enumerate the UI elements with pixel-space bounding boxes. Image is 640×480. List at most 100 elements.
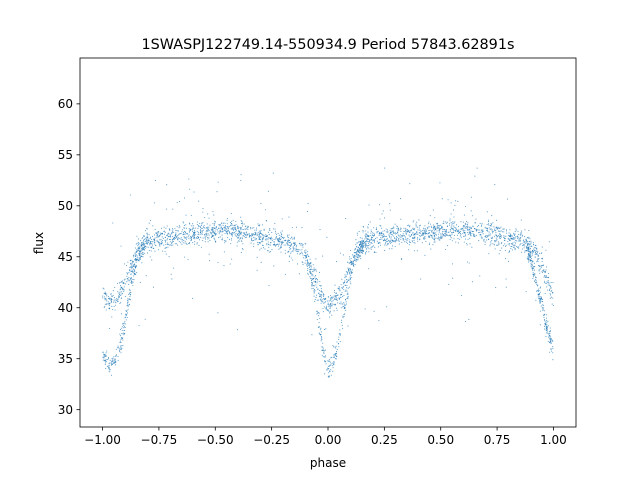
data-point bbox=[401, 241, 403, 243]
data-point bbox=[103, 357, 105, 359]
data-point bbox=[183, 224, 185, 226]
data-point bbox=[328, 376, 330, 378]
data-point bbox=[346, 282, 348, 284]
data-point bbox=[118, 292, 120, 294]
data-point bbox=[486, 237, 488, 239]
data-point bbox=[525, 242, 527, 244]
data-point bbox=[367, 235, 370, 237]
data-point bbox=[188, 234, 190, 236]
data-point bbox=[140, 243, 142, 245]
data-point bbox=[194, 238, 196, 240]
data-point bbox=[546, 325, 548, 327]
data-point bbox=[171, 232, 173, 234]
data-point bbox=[537, 288, 540, 290]
data-point bbox=[334, 298, 337, 300]
data-point bbox=[267, 190, 270, 192]
data-point bbox=[121, 345, 123, 347]
data-point bbox=[422, 234, 424, 236]
data-point bbox=[236, 329, 238, 331]
data-point bbox=[534, 276, 537, 278]
data-point bbox=[407, 229, 409, 231]
data-point bbox=[468, 262, 470, 264]
x-tick-label: 0.75 bbox=[484, 433, 511, 447]
data-point bbox=[177, 237, 179, 239]
data-point bbox=[244, 233, 246, 235]
data-point bbox=[542, 269, 544, 272]
data-point bbox=[174, 235, 176, 237]
data-point bbox=[546, 327, 549, 329]
data-point bbox=[539, 293, 541, 295]
data-point bbox=[537, 293, 539, 295]
data-point bbox=[349, 267, 351, 269]
data-point bbox=[138, 325, 140, 327]
data-point bbox=[144, 247, 146, 249]
data-point bbox=[201, 231, 203, 233]
data-point bbox=[203, 226, 205, 228]
data-point bbox=[346, 298, 348, 300]
data-point bbox=[221, 227, 223, 229]
data-point bbox=[184, 230, 186, 232]
data-point bbox=[336, 309, 338, 311]
data-point bbox=[415, 226, 417, 228]
data-point bbox=[202, 211, 204, 213]
data-point bbox=[204, 238, 207, 240]
data-point bbox=[424, 254, 426, 256]
data-point bbox=[380, 234, 382, 236]
data-point bbox=[205, 231, 207, 233]
data-point bbox=[464, 230, 466, 232]
data-point bbox=[129, 292, 131, 294]
data-point bbox=[531, 268, 534, 270]
data-point bbox=[415, 224, 417, 226]
data-point bbox=[503, 228, 505, 230]
data-point bbox=[111, 361, 113, 363]
data-point bbox=[186, 243, 188, 246]
data-point bbox=[470, 234, 472, 236]
data-point bbox=[448, 235, 450, 237]
data-point bbox=[240, 220, 242, 222]
data-point bbox=[522, 240, 524, 242]
data-point bbox=[280, 244, 283, 246]
data-point bbox=[324, 360, 326, 362]
data-point bbox=[319, 334, 322, 336]
data-point bbox=[467, 229, 469, 231]
data-point bbox=[507, 240, 509, 243]
data-point bbox=[418, 225, 420, 227]
data-point bbox=[152, 247, 154, 249]
data-point bbox=[454, 230, 457, 232]
data-point bbox=[225, 228, 227, 230]
data-point bbox=[403, 227, 405, 229]
data-point bbox=[108, 371, 110, 373]
data-point bbox=[240, 229, 242, 231]
data-point bbox=[162, 237, 164, 240]
data-point bbox=[385, 236, 387, 238]
data-point bbox=[366, 237, 368, 240]
data-point bbox=[250, 235, 252, 237]
data-point bbox=[111, 360, 113, 362]
data-point bbox=[486, 223, 488, 226]
data-point bbox=[291, 237, 293, 239]
data-point bbox=[128, 271, 130, 274]
data-point bbox=[118, 350, 121, 352]
data-point bbox=[534, 251, 536, 253]
data-point bbox=[192, 233, 194, 235]
data-point bbox=[273, 238, 275, 241]
data-point bbox=[368, 223, 370, 225]
data-point bbox=[418, 219, 420, 221]
data-point bbox=[112, 357, 114, 359]
data-point bbox=[384, 244, 386, 246]
data-point bbox=[381, 238, 383, 240]
data-point bbox=[357, 257, 359, 259]
data-point bbox=[525, 239, 528, 241]
data-point bbox=[103, 296, 105, 298]
data-point bbox=[116, 300, 118, 302]
data-point bbox=[433, 227, 436, 229]
data-point bbox=[378, 234, 380, 236]
data-point bbox=[322, 255, 324, 257]
data-point bbox=[156, 239, 158, 241]
data-point bbox=[353, 256, 355, 258]
data-point bbox=[354, 259, 356, 261]
data-point bbox=[452, 223, 454, 225]
data-point bbox=[390, 228, 392, 230]
data-point bbox=[509, 250, 511, 252]
data-point bbox=[550, 350, 553, 352]
